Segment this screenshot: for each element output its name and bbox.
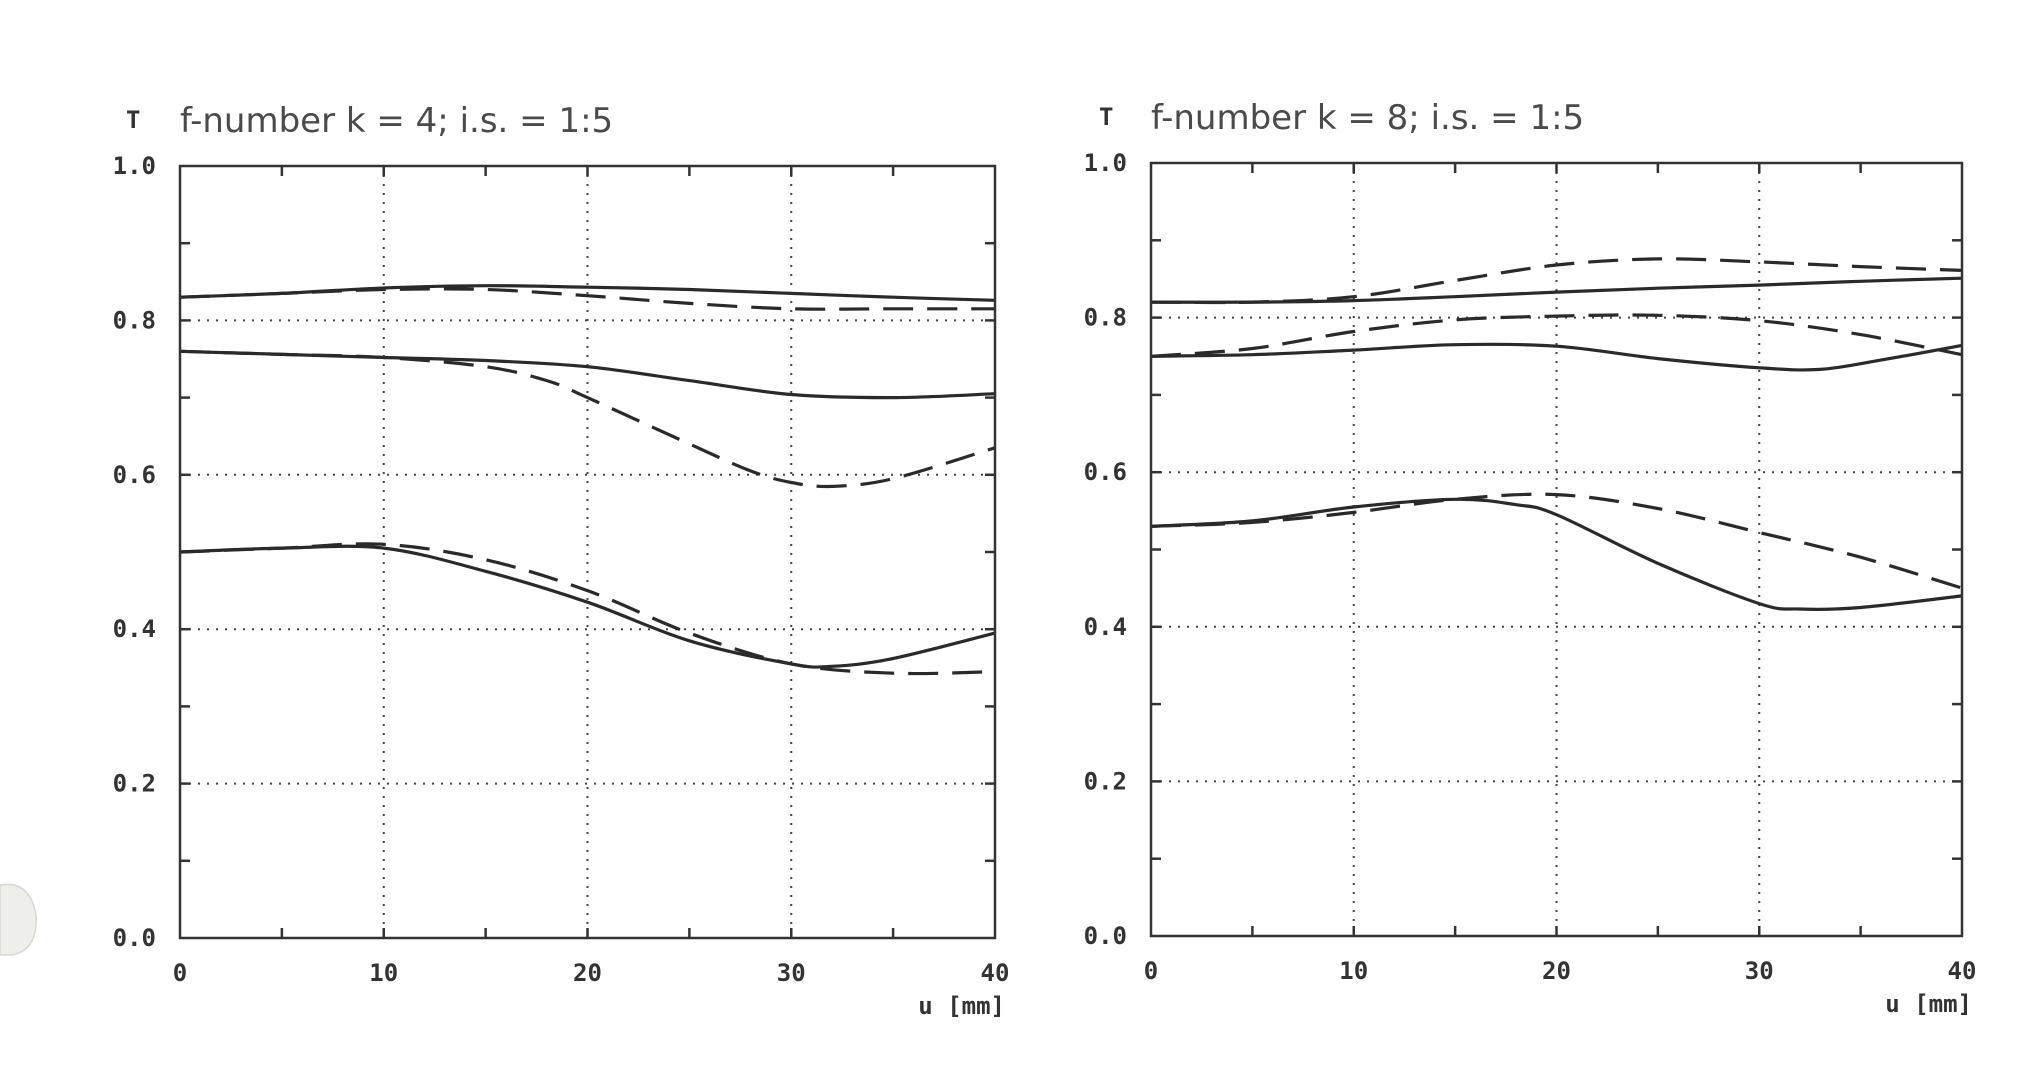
left-y-tick-label: 0.2 — [113, 770, 156, 798]
left-series-2-dashed-line — [179, 287, 996, 311]
left-y-tick-label: 0.8 — [113, 306, 156, 334]
right-x-tick-label: 40 — [1948, 957, 1977, 985]
left-y-tick-label: 1.0 — [113, 152, 156, 180]
left-series-5-solid-line — [179, 544, 996, 669]
left-y-tick-label: 0.0 — [113, 924, 156, 952]
chart-right-ylabel: T — [1099, 103, 1113, 131]
right-y-tick-label: 0.0 — [1084, 922, 1127, 950]
chart-left-plot-frame — [178, 164, 997, 940]
left-series-4-dashed-line — [179, 349, 996, 489]
left-x-tick-label: 20 — [573, 959, 602, 987]
right-series-4-dashed-line — [1150, 313, 1963, 358]
right-series-6-dashed-line — [1150, 492, 1963, 590]
right-y-tick-label: 1.0 — [1084, 149, 1127, 177]
right-y-tick-label: 0.2 — [1084, 767, 1127, 795]
right-x-tick-label: 30 — [1745, 957, 1774, 985]
right-x-tick-label: 20 — [1542, 957, 1571, 985]
right-y-tick-label: 0.8 — [1084, 304, 1127, 332]
left-y-tick-label: 0.6 — [113, 461, 156, 489]
chart-left-ylabel: T — [126, 106, 140, 134]
right-series-2-dashed-line — [1150, 257, 1963, 305]
chart-right: T f-number k = 8; i.s. = 1:5 0 10 20 30 40 0.… — [1084, 98, 1977, 1018]
chart-right-xlabel: u [mm] — [1885, 990, 1972, 1018]
right-series-3-solid-line — [1150, 342, 1963, 372]
chart-right-title: f-number k = 8; i.s. = 1:5 — [1151, 98, 1584, 138]
left-series-6-dashed-line — [179, 542, 996, 676]
right-series-5-solid-line — [1150, 497, 1963, 612]
left-x-tick-label: 30 — [777, 959, 806, 987]
chart-left-xlabel: u [mm] — [918, 992, 1005, 1020]
left-x-tick-label: 0 — [173, 959, 187, 987]
right-x-tick-label: 0 — [1144, 957, 1158, 985]
right-y-tick-label: 0.4 — [1084, 613, 1127, 641]
chart-right-plot-frame — [1149, 161, 1964, 938]
right-y-tick-label: 0.6 — [1084, 458, 1127, 486]
left-x-tick-label: 10 — [369, 959, 398, 987]
right-x-tick-label: 10 — [1339, 957, 1368, 985]
chart-left-title: f-number k = 4; i.s. = 1:5 — [180, 101, 613, 141]
chart-left: T f-number k = 4; i.s. = 1:5 0 10 20 30 40 0.… — [113, 101, 1010, 1020]
page-edge-thumb — [0, 883, 37, 956]
left-y-tick-label: 0.4 — [113, 615, 156, 643]
left-x-tick-label: 40 — [981, 959, 1010, 987]
